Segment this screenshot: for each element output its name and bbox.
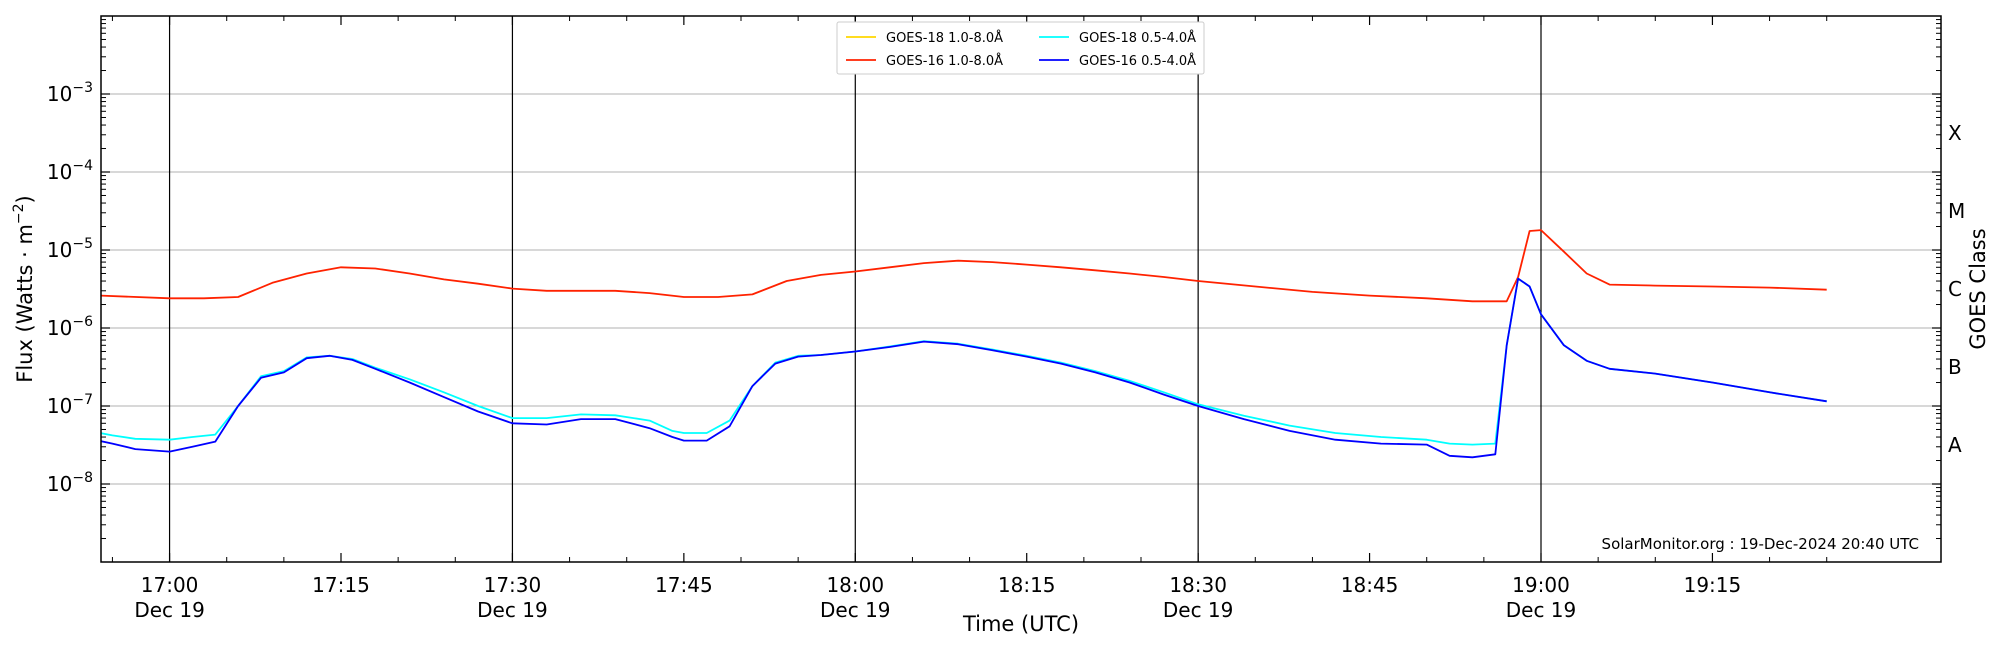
x-tick-label: 17:15 bbox=[312, 573, 370, 597]
legend-label: GOES-18 1.0-8.0Å bbox=[886, 30, 1003, 46]
x-tick-date-label: Dec 19 bbox=[820, 598, 891, 622]
goes-class-label: X bbox=[1948, 121, 1962, 145]
legend-label: GOES-16 1.0-8.0Å bbox=[886, 53, 1003, 69]
legend-label: GOES-16 0.5-4.0Å bbox=[1079, 53, 1196, 69]
grid-lines bbox=[101, 93, 1941, 485]
series-line-goes-16-0-5-4-0 bbox=[101, 277, 1827, 459]
day-boundary-lines bbox=[168, 16, 1542, 562]
x-tick-label: 18:30 bbox=[1169, 573, 1227, 597]
data-series bbox=[101, 229, 1827, 459]
x-tick-label: 17:45 bbox=[655, 573, 713, 597]
goes-class-label: A bbox=[1948, 433, 1962, 457]
goes-class-label: C bbox=[1948, 277, 1962, 301]
x-tick-date-label: Dec 19 bbox=[1163, 598, 1234, 622]
x-tick-label: 18:15 bbox=[998, 573, 1056, 597]
y-tick-label: 10−3 bbox=[47, 80, 93, 106]
y-tick-label: 10−7 bbox=[47, 392, 93, 418]
legend-label: GOES-18 0.5-4.0Å bbox=[1079, 30, 1196, 46]
legend: GOES-18 1.0-8.0Å GOES-18 0.5-4.0Å GOES-16 … bbox=[836, 21, 1205, 75]
x-tick-date-label: Dec 19 bbox=[134, 598, 205, 622]
y-tick-label: 10−6 bbox=[47, 314, 93, 340]
goes-class-label: M bbox=[1948, 199, 1965, 223]
x-tick-date-label: Dec 19 bbox=[477, 598, 548, 622]
x-tick-label: 19:00 bbox=[1512, 573, 1570, 597]
y-tick-label: 10−8 bbox=[47, 470, 93, 496]
y-tick-label: 10−5 bbox=[47, 236, 93, 262]
x-tick-label: 18:00 bbox=[826, 573, 884, 597]
legend-box bbox=[836, 21, 1205, 75]
x-tick-label: 17:30 bbox=[484, 573, 542, 597]
plot-frame bbox=[100, 15, 1942, 563]
goes-class-axis-title: GOES Class bbox=[1966, 228, 1990, 349]
x-tick-date-label: Dec 19 bbox=[1506, 598, 1577, 622]
series-line-goes-16-1-0-8-0 bbox=[101, 229, 1827, 303]
y-tick-label: 10−4 bbox=[47, 158, 93, 184]
series-group bbox=[101, 229, 1827, 459]
y-axis-title: Flux (Watts · m−2) bbox=[11, 195, 37, 383]
x-axis-title: Time (UTC) bbox=[962, 612, 1079, 636]
x-tick-label: 18:45 bbox=[1341, 573, 1399, 597]
credit-text: SolarMonitor.org : 19-Dec-2024 20:40 UTC bbox=[1602, 535, 1919, 553]
goes-class-label: B bbox=[1948, 355, 1962, 379]
x-tick-label: 17:00 bbox=[141, 573, 199, 597]
x-tick-label: 19:15 bbox=[1684, 573, 1742, 597]
